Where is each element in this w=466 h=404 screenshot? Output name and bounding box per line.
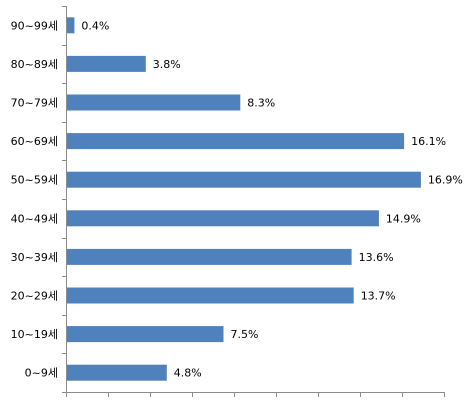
category-label: 30~39세 [11, 251, 58, 264]
bar-1 [67, 55, 146, 72]
bar-8 [67, 326, 224, 343]
value-label: 14.9% [386, 212, 421, 225]
value-label: 3.8% [153, 58, 181, 71]
category-label: 40~49세 [11, 212, 58, 225]
category-label: 60~69세 [11, 135, 58, 148]
value-labels-group: 0.4% 3.8% 8.3% 16.1% 16.9% 14.9% 13.6% 13.7% 7.5… [81, 19, 462, 379]
value-label: 7.5% [231, 328, 259, 341]
value-label: 16.1% [411, 135, 446, 148]
x-ticks-group [62, 6, 445, 397]
bars-group [67, 17, 421, 381]
value-label: 13.6% [359, 251, 394, 264]
value-label: 4.8% [174, 367, 202, 380]
value-label: 13.7% [361, 290, 396, 303]
bar-3 [67, 133, 405, 150]
bar-7 [67, 287, 354, 304]
bar-4 [67, 171, 421, 188]
category-label: 70~79세 [11, 97, 58, 110]
category-label: 80~89세 [11, 58, 58, 71]
category-label: 0~9세 [25, 367, 58, 380]
category-label: 90~99세 [11, 19, 58, 32]
category-labels-group: 90~99세 80~89세 70~79세 60~69세 50~59세 40~49세 30~3… [11, 19, 58, 379]
category-label: 50~59세 [11, 174, 58, 187]
value-label: 0.4% [81, 19, 109, 32]
category-label: 10~19세 [11, 328, 58, 341]
bar-0 [67, 17, 75, 34]
bar-5 [67, 210, 379, 227]
value-label: 16.9% [428, 174, 463, 187]
category-label: 20~29세 [11, 290, 58, 303]
bar-6 [67, 248, 352, 265]
bar-9 [67, 364, 167, 381]
bar-2 [67, 94, 241, 111]
value-label: 8.3% [247, 97, 275, 110]
